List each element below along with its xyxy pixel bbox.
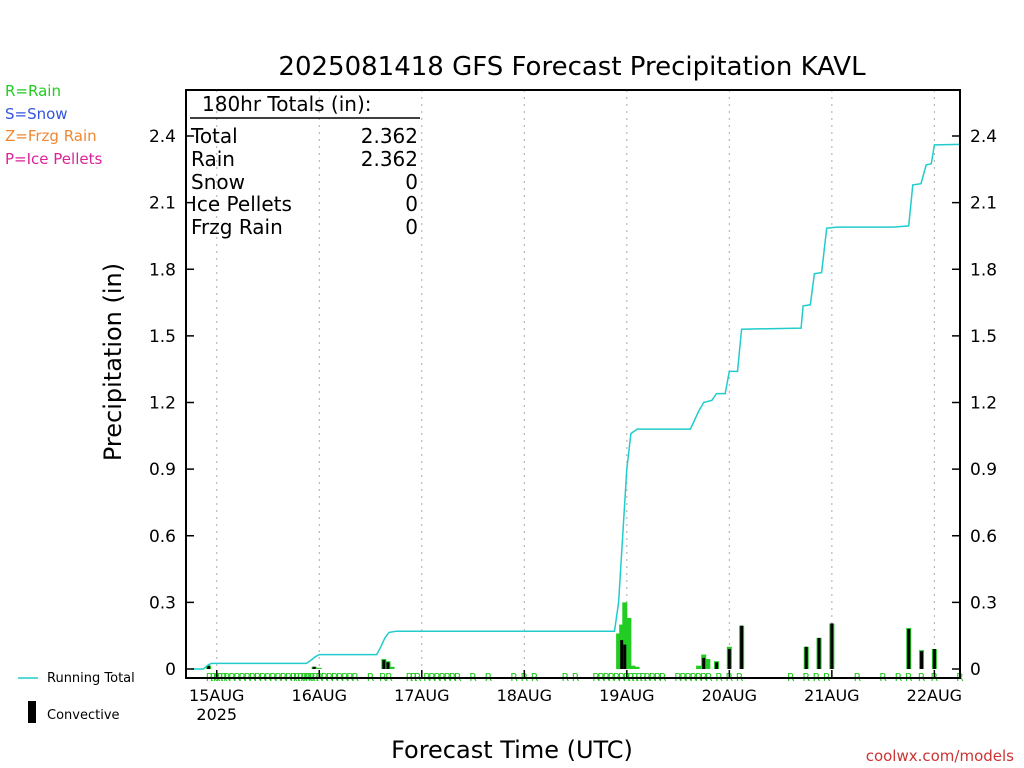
rain-bar — [622, 602, 628, 669]
x-axis-label: Forecast Time (UTC) — [391, 736, 633, 764]
y-tick-label: 1.8 — [149, 260, 176, 280]
rain-bar — [705, 659, 711, 669]
rain-bar — [389, 666, 395, 669]
y-axis-right: 0 0.3 0.6 0.9 1.2 1.5 1.8 2.1 2.4 — [952, 127, 997, 680]
rain-bar — [626, 617, 632, 669]
convective-bar — [207, 665, 211, 669]
totals-row-label: Frzg Rain — [191, 215, 283, 239]
legend-freezing-rain: Z=Frzg Rain — [5, 127, 97, 145]
totals-row-label: Ice Pellets — [191, 192, 292, 216]
x-tick-label: 15AUG — [189, 686, 244, 705]
convective-bar — [623, 644, 627, 669]
x-tick-label: 19AUG — [599, 686, 654, 705]
y-tick-label: 0.9 — [970, 460, 997, 480]
y-axis-label: Precipitation (in) — [99, 263, 127, 461]
running-total-series — [191, 143, 961, 670]
x-tick-label: 18AUG — [497, 686, 552, 705]
convective-bar — [620, 640, 624, 669]
rain-bar — [634, 666, 640, 669]
y-tick-label: 1.5 — [970, 327, 997, 347]
convective-legend-swatch — [28, 701, 36, 723]
rain-bar — [630, 665, 636, 669]
y-tick-label: 0.9 — [149, 460, 176, 480]
totals-row-value: 0 — [405, 192, 418, 216]
totals-box: 180hr Totals (in): Total 2.362 Rain 2.36… — [190, 92, 420, 239]
totals-row-value: 0 — [405, 170, 418, 194]
rain-bar — [696, 665, 702, 669]
source-credit: coolwx.com/models — [866, 747, 1014, 765]
y-tick-label: 1.2 — [149, 394, 176, 414]
grid-lines — [216, 90, 935, 678]
totals-row-label: Total — [190, 124, 238, 148]
precip-bars — [206, 602, 937, 669]
totals-row-label: Rain — [191, 147, 235, 171]
y-axis-left: 0 0.3 0.6 0.9 1.2 1.5 1.8 2.1 2.4 — [149, 127, 194, 680]
convective-bar — [312, 666, 316, 669]
convective-bar — [727, 649, 731, 669]
convective-bar — [382, 660, 386, 669]
convective-bar — [907, 629, 911, 669]
y-tick-label: 0.6 — [149, 527, 176, 547]
rain-bar — [616, 633, 622, 669]
totals-header: 180hr Totals (in): — [202, 92, 372, 116]
totals-row-value: 0 — [405, 215, 418, 239]
convective-legend-label: Convective — [47, 708, 120, 723]
totals-row-value: 2.362 — [361, 147, 418, 171]
legend-snow: S=Snow — [5, 105, 68, 123]
series-legend: Running Total Convective — [18, 671, 135, 723]
convective-bar — [740, 625, 744, 669]
convective-bar — [386, 662, 390, 669]
x-tick-label: 21AUG — [804, 686, 859, 705]
y-tick-label: 1.8 — [970, 260, 997, 280]
convective-bar — [932, 649, 936, 669]
plot-frame — [185, 89, 961, 679]
totals-row-value: 2.362 — [361, 124, 418, 148]
convective-bar — [715, 662, 719, 669]
rain-bar — [316, 667, 322, 669]
convective-bar — [920, 651, 924, 669]
y-tick-label: 2.4 — [970, 127, 997, 147]
y-tick-label: 1.2 — [970, 394, 997, 414]
x-tick-label: 17AUG — [394, 686, 449, 705]
legend-ice-pellets: P=Ice Pellets — [5, 150, 102, 168]
y-tick-label: 0.6 — [970, 527, 997, 547]
x-tick-label: 22AUG — [907, 686, 962, 705]
convective-bar — [804, 646, 808, 669]
y-tick-label: 0.3 — [149, 593, 176, 613]
x-tick-label: 20AUG — [702, 686, 757, 705]
chart-title: 2025081418 GFS Forecast Precipitation KA… — [278, 52, 866, 82]
precip-type-legend: R=Rain S=Snow Z=Frzg Rain P=Ice Pellets — [5, 82, 102, 168]
legend-rain: R=Rain — [5, 82, 61, 100]
running-total-line — [191, 143, 961, 670]
y-tick-label: 0 — [165, 660, 176, 680]
y-tick-label: 2.4 — [149, 127, 176, 147]
totals-row-label: Snow — [191, 170, 245, 194]
convective-bar — [830, 623, 834, 669]
y-tick-label: 2.1 — [970, 194, 997, 214]
convective-bar — [817, 637, 821, 669]
y-tick-label: 0 — [970, 660, 981, 680]
convective-bar — [702, 657, 706, 669]
x-tick-label: 16AUG — [292, 686, 347, 705]
y-tick-label: 0.3 — [970, 593, 997, 613]
y-tick-label: 1.5 — [149, 327, 176, 347]
y-tick-label: 2.1 — [149, 194, 176, 214]
x-tick-sublabel: 2025 — [196, 705, 237, 724]
running-total-legend-label: Running Total — [47, 671, 135, 686]
